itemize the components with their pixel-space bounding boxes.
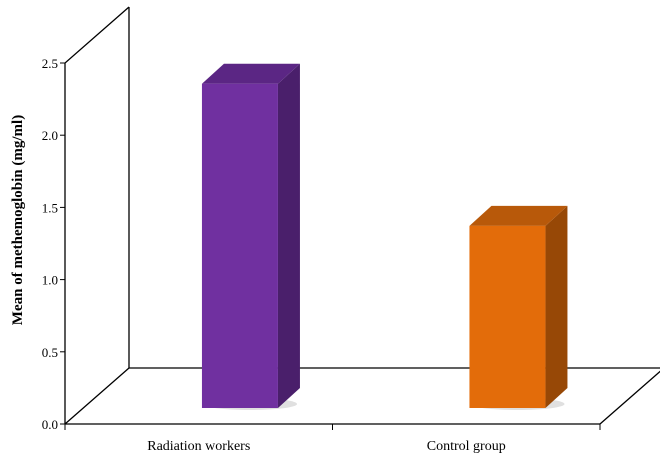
x-axis: Radiation workers Control group	[64, 424, 601, 454]
y-axis-title: Mean of methemoglobin (mg/ml)	[10, 115, 26, 325]
floor-right-edge	[599, 370, 660, 425]
y-tick-label: 0.5	[42, 345, 58, 360]
bar-2	[469, 205, 568, 410]
y-axis: 0.0 0.5 1.0 1.5 2.0 2.5	[42, 56, 65, 432]
bar-front-face	[201, 83, 278, 408]
bars	[201, 63, 568, 410]
y-tick-label: 1.0	[42, 273, 58, 288]
y-tick-label: 2.0	[42, 128, 58, 143]
chart-frame	[64, 6, 660, 425]
y-tick-label: 0.0	[42, 417, 58, 432]
bar-top-face	[201, 63, 300, 84]
left-wall-edge	[64, 6, 130, 424]
bar-top-face	[469, 205, 568, 226]
bar-side-face	[277, 63, 300, 408]
x-tick-label: Control group	[427, 439, 506, 454]
bar-front-face	[469, 225, 546, 408]
floor-left-edge	[64, 367, 130, 425]
x-tick-label: Radiation workers	[147, 439, 250, 454]
bar-1	[201, 63, 300, 410]
y-tick-label: 2.5	[42, 56, 58, 71]
y-tick-label: 1.5	[42, 200, 58, 215]
bar-side-face	[545, 205, 568, 408]
